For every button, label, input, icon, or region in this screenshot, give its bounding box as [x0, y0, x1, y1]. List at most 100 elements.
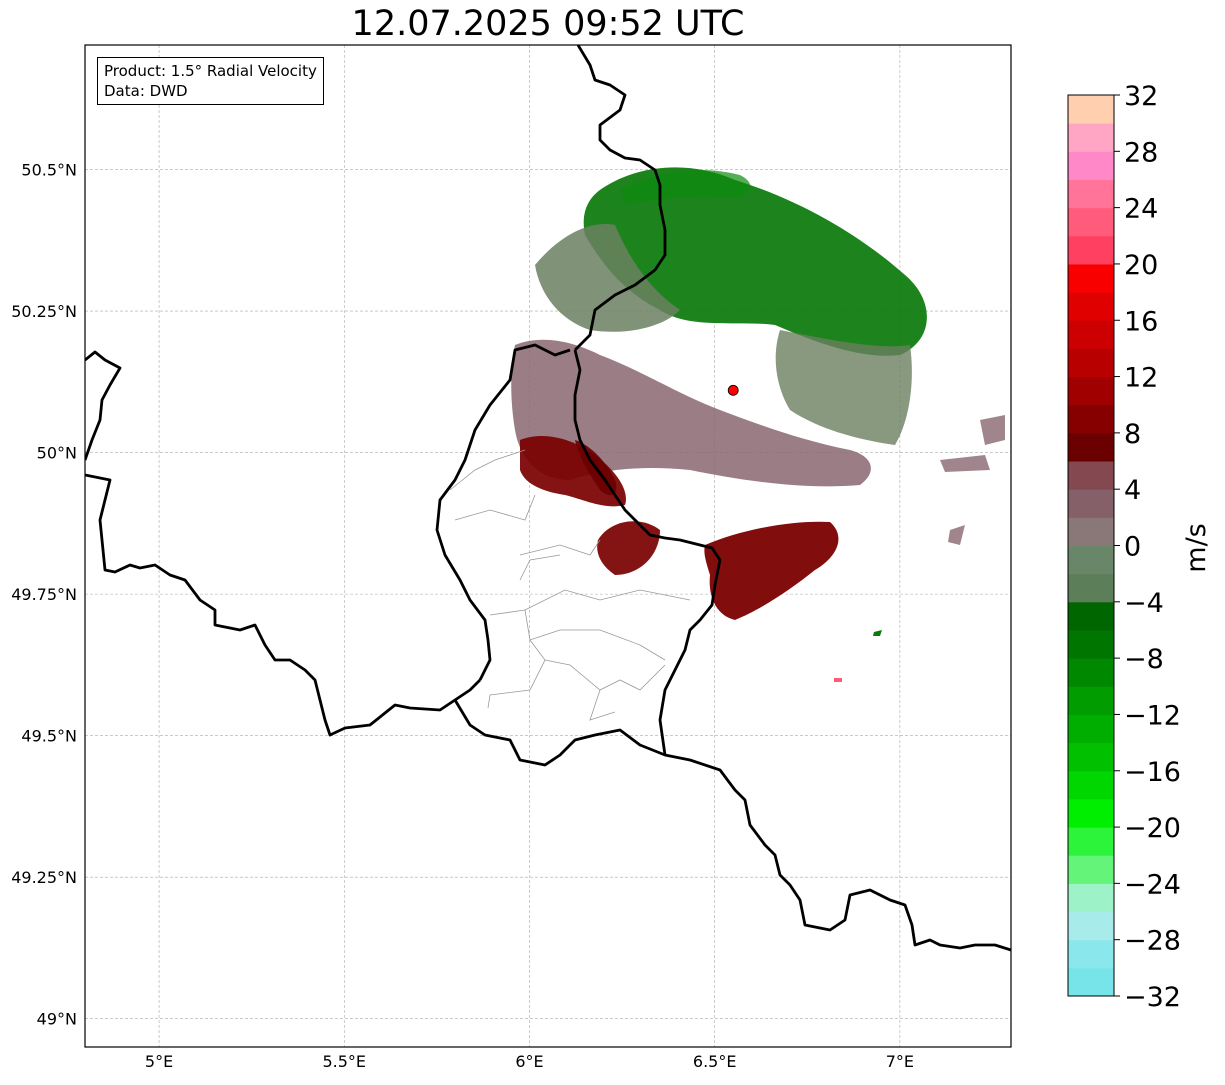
colorbar-segment — [1068, 348, 1114, 378]
colorbar-segment — [1068, 151, 1114, 180]
colorbar-tick-label: −20 — [1124, 813, 1181, 844]
colorbar-segment — [1068, 432, 1114, 462]
inbound-velocity-field — [535, 167, 927, 445]
product-info-box: Product: 1.5° Radial Velocity Data: DWD — [97, 57, 324, 105]
colorbar-segment — [1068, 179, 1114, 209]
colorbar-tick-label: 28 — [1124, 137, 1158, 168]
border-belgium-germany — [574, 45, 667, 351]
region-line — [449, 449, 526, 491]
colorbar-segment — [1068, 404, 1114, 434]
radar-echoes — [511, 167, 1005, 682]
y-tick-label: 50.25°N — [11, 302, 77, 321]
colorbar-segment — [1068, 798, 1114, 828]
approaching-grey-west — [535, 224, 680, 332]
colorbar-tick-label: −32 — [1124, 982, 1181, 1013]
product-label: Product: 1.5° Radial Velocity — [104, 62, 317, 80]
colorbar-tick-label: 12 — [1124, 363, 1158, 394]
colorbar-segment — [1068, 320, 1114, 349]
x-tick-label: 7°E — [886, 1052, 914, 1071]
colorbar-tick-labels: 32 28 24 20 16 12 8 4 0 −4 −8 −12 −16 −20 −24 −28 −32 — [1114, 81, 1181, 1013]
map-frame — [84, 44, 1012, 1048]
colorbar-title: m/s — [1181, 523, 1212, 572]
colorbar-tick-label: 24 — [1124, 194, 1158, 225]
x-tick-label: 6.5°E — [693, 1052, 737, 1071]
y-tick-label: 49.5°N — [21, 727, 77, 746]
border-france-luxembourg-germany — [453, 699, 1011, 952]
colorbar-tick-label: −24 — [1124, 869, 1181, 900]
colorbar-tick-label: 20 — [1124, 250, 1158, 281]
approaching-grey-east — [775, 330, 912, 445]
x-axis-tick-labels: 5°E 5.5°E 6°E 6.5°E 7°E — [145, 1052, 914, 1071]
approaching-green-fringe-north — [620, 170, 751, 205]
colorbar-tick-label: 0 — [1124, 532, 1141, 563]
colorbar-segment — [1068, 939, 1114, 969]
region-line — [589, 689, 616, 721]
colorbar-segment — [1068, 686, 1114, 715]
colorbar-tick-label: −12 — [1124, 700, 1181, 731]
colorbar-segment — [1068, 967, 1114, 997]
colorbar-segment — [1068, 517, 1114, 546]
colorbar-segment — [1068, 489, 1114, 518]
colorbar-segment — [1068, 263, 1114, 293]
colorbar-tick-label: −16 — [1124, 757, 1181, 788]
colorbar-segment — [1068, 827, 1114, 856]
region-line — [519, 539, 601, 556]
colorbar-segment — [1068, 601, 1114, 631]
border-france-belgium — [85, 473, 481, 737]
velocity-colorbar — [1067, 94, 1115, 997]
border-netherlands-belgium — [85, 350, 122, 461]
echo-speckle-pink — [834, 678, 842, 682]
x-tick-label: 5.5°E — [322, 1052, 366, 1071]
border-belgium-luxembourg — [435, 343, 571, 681]
x-tick-label: 6°E — [515, 1052, 543, 1071]
receding-grey-southwest — [511, 339, 871, 487]
country-borders — [85, 45, 1011, 952]
colorbar-segment — [1068, 95, 1114, 124]
region-line — [487, 639, 546, 709]
colorbar-segment — [1068, 714, 1114, 744]
colorbar-tick-label: 32 — [1124, 81, 1158, 112]
figure-title: 12.07.2025 09:52 UTC — [351, 4, 745, 44]
colorbar-tick-label: −8 — [1124, 644, 1164, 675]
y-tick-label: 50°N — [37, 444, 77, 463]
data-source-label: Data: DWD — [104, 82, 188, 100]
region-boundaries — [449, 449, 691, 721]
x-tick-label: 5°E — [145, 1052, 173, 1071]
colorbar-segment — [1068, 545, 1114, 575]
colorbar-segment — [1068, 883, 1114, 913]
receding-dark-central — [597, 521, 660, 575]
y-axis-tick-labels: 50.5°N 50.25°N 50°N 49.75°N 49.5°N 49.25°N 49°… — [11, 161, 77, 1029]
y-tick-label: 49.75°N — [11, 585, 77, 604]
colorbar-segment — [1068, 658, 1114, 687]
echo-speckle-east — [940, 415, 1005, 545]
colorbar-tick-label: 16 — [1124, 306, 1158, 337]
echo-speckle-small — [873, 630, 882, 636]
colorbar-segment — [1068, 770, 1114, 800]
colorbar-segment — [1068, 911, 1114, 941]
y-tick-label: 50.5°N — [21, 161, 77, 180]
colorbar-tick-label: −28 — [1124, 926, 1181, 957]
colorbar-segment — [1068, 461, 1114, 490]
border-luxembourg-germany — [573, 349, 722, 756]
colorbar-segment — [1068, 855, 1114, 884]
colorbar-segment — [1068, 742, 1114, 772]
radar-site-marker — [727, 384, 739, 396]
region-line — [524, 609, 666, 661]
colorbar-segment — [1068, 207, 1114, 237]
receding-dark-southeast — [704, 521, 839, 620]
colorbar-segment — [1068, 235, 1114, 265]
colorbar-segment — [1068, 629, 1114, 659]
y-tick-label: 49.25°N — [11, 868, 77, 887]
colorbar-segment — [1068, 123, 1114, 152]
colorbar-segment — [1068, 292, 1114, 321]
region-line — [454, 494, 536, 521]
colorbar-segment — [1068, 376, 1114, 406]
y-tick-label: 49°N — [37, 1010, 77, 1029]
colorbar-segment — [1068, 573, 1114, 603]
colorbar-tick-label: −4 — [1124, 588, 1164, 619]
colorbar-tick-label: 4 — [1124, 475, 1141, 506]
region-line — [544, 659, 666, 691]
region-line — [519, 554, 561, 581]
